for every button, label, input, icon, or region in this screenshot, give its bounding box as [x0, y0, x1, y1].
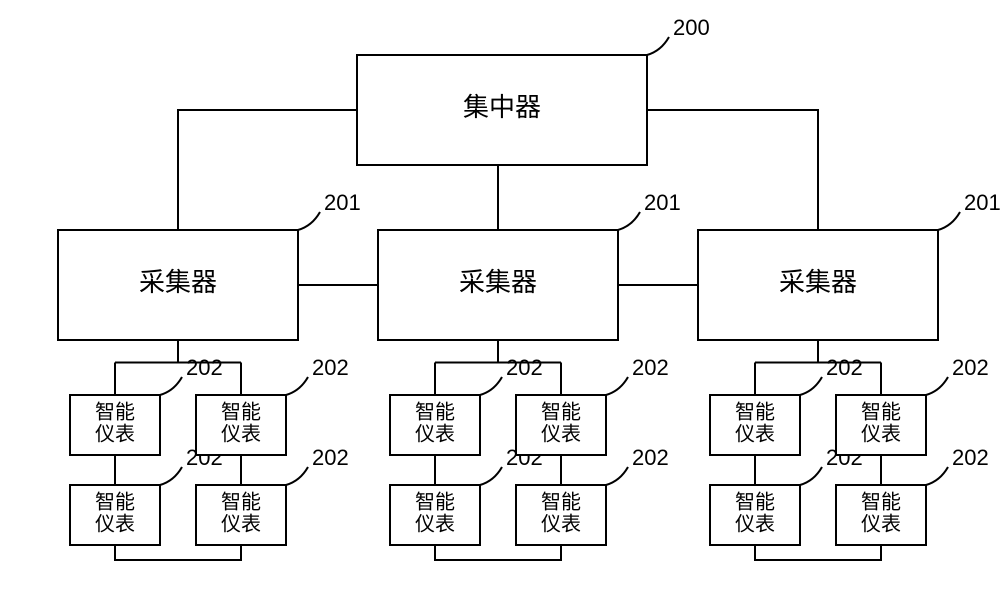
- meter-0-1-0-l2: 仪表: [221, 423, 261, 446]
- meter-2-1-0-l2: 仪表: [861, 423, 901, 446]
- meter-2-0-0-l1: 智能: [735, 401, 775, 424]
- meter-0-1-0-ref-hook: [286, 377, 308, 395]
- meter-2-1-1-ref-hook: [926, 467, 948, 485]
- collector-ref-0-number: 201: [324, 190, 361, 215]
- concentrator-ref-number: 200: [673, 15, 710, 40]
- meter-1-1-1-ref-number: 202: [632, 445, 669, 470]
- collector-ref-0-hook: [298, 212, 320, 230]
- meter-bottom-u-1: [435, 545, 561, 560]
- meter-1-0-0-l1: 智能: [415, 401, 455, 424]
- meter-0-0-0-l2: 仪表: [95, 423, 135, 446]
- meter-bottom-u-0: [115, 545, 241, 560]
- meter-1-0-0-l2: 仪表: [415, 423, 455, 446]
- meter-1-0-0-ref-number: 202: [506, 355, 543, 380]
- meter-0-0-1-l1: 智能: [95, 491, 135, 514]
- meter-2-0-1-ref-hook: [800, 467, 822, 485]
- meter-2-1-0-ref-number: 202: [952, 355, 989, 380]
- meter-2-1-0-l1: 智能: [861, 401, 901, 424]
- meter-0-0-1-l2: 仪表: [95, 513, 135, 536]
- collector-label-2: 采集器: [779, 268, 857, 297]
- concentrator-ref-hook: [647, 37, 669, 55]
- meter-bottom-u-2: [755, 545, 881, 560]
- collector-label-1: 采集器: [459, 268, 537, 297]
- meter-1-0-1-l1: 智能: [415, 491, 455, 514]
- meter-0-0-1-ref-hook: [160, 467, 182, 485]
- collector-ref-1-hook: [618, 212, 640, 230]
- meter-0-1-1-l2: 仪表: [221, 513, 261, 536]
- meter-1-1-0-ref-number: 202: [632, 355, 669, 380]
- meter-0-1-1-ref-number: 202: [312, 445, 349, 470]
- meter-2-1-1-l2: 仪表: [861, 513, 901, 536]
- collector-ref-2-hook: [938, 212, 960, 230]
- meter-1-0-0-ref-hook: [480, 377, 502, 395]
- meter-1-1-0-ref-hook: [606, 377, 628, 395]
- meter-0-1-1-ref-hook: [286, 467, 308, 485]
- collector-label-0: 采集器: [139, 268, 217, 297]
- meter-0-1-1-l1: 智能: [221, 491, 261, 514]
- meter-2-1-0-ref-hook: [926, 377, 948, 395]
- meter-2-0-0-ref-number: 202: [826, 355, 863, 380]
- meter-1-1-1-ref-hook: [606, 467, 628, 485]
- meter-1-1-1-l1: 智能: [541, 491, 581, 514]
- meter-2-0-0-ref-hook: [800, 377, 822, 395]
- meter-0-1-0-ref-number: 202: [312, 355, 349, 380]
- concentrator-label: 集中器: [463, 93, 541, 122]
- meter-1-1-1-l2: 仪表: [541, 513, 581, 536]
- collector-ref-1-number: 201: [644, 190, 681, 215]
- meter-2-1-1-ref-number: 202: [952, 445, 989, 470]
- meter-2-0-1-l1: 智能: [735, 491, 775, 514]
- meter-0-0-0-l1: 智能: [95, 401, 135, 424]
- meter-1-0-1-l2: 仪表: [415, 513, 455, 536]
- meter-0-1-0-l1: 智能: [221, 401, 261, 424]
- meter-2-1-1-l1: 智能: [861, 491, 901, 514]
- meter-1-1-0-l2: 仪表: [541, 423, 581, 446]
- meter-1-0-1-ref-hook: [480, 467, 502, 485]
- meter-1-1-0-l1: 智能: [541, 401, 581, 424]
- meter-0-0-0-ref-hook: [160, 377, 182, 395]
- meter-2-0-1-l2: 仪表: [735, 513, 775, 536]
- collector-ref-2-number: 201: [964, 190, 1000, 215]
- meter-2-0-0-l2: 仪表: [735, 423, 775, 446]
- meter-0-0-0-ref-number: 202: [186, 355, 223, 380]
